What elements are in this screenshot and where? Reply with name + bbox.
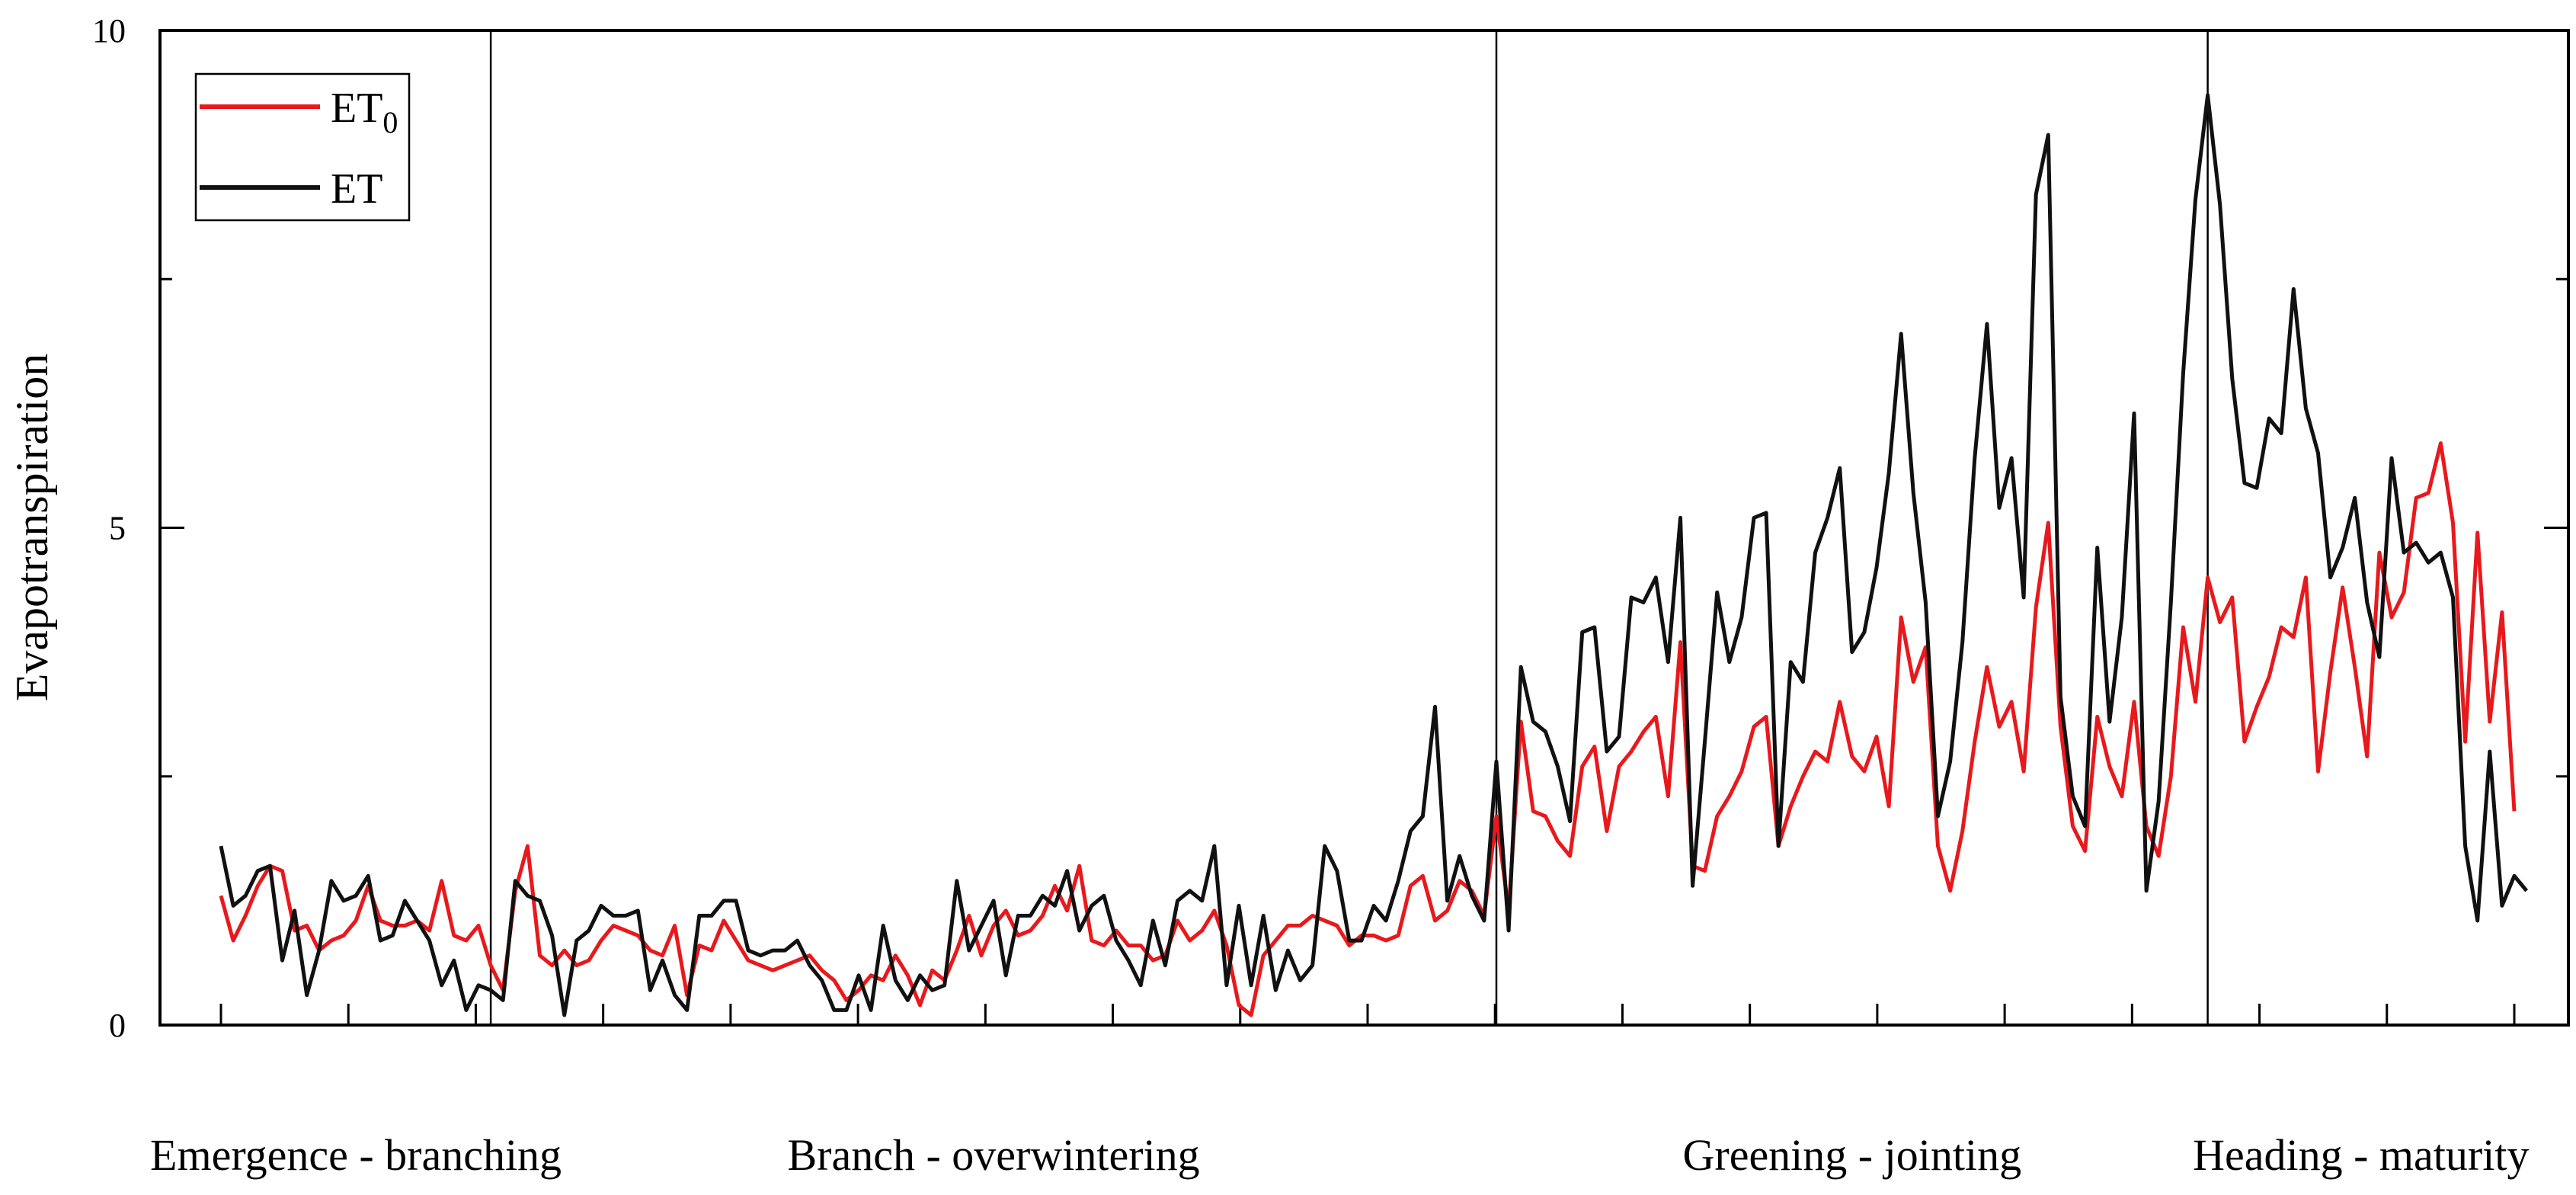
legend-box bbox=[194, 72, 411, 222]
stage-labels: Emergence - branching Branch - overwinter… bbox=[150, 1130, 2529, 1180]
legend-label-et0: ET0 bbox=[331, 85, 398, 139]
stage-label: Emergence - branching bbox=[150, 1130, 562, 1180]
stage-boundaries bbox=[489, 30, 2209, 1025]
y-tick-label: 5 bbox=[109, 510, 126, 547]
stage-label: Greening - jointing bbox=[1683, 1130, 2022, 1180]
legend: ET0 ET bbox=[194, 72, 411, 222]
y-axis-title: Evapotranspiration bbox=[7, 354, 57, 702]
legend-label-et: ET bbox=[331, 165, 382, 213]
stage-label: Branch - overwintering bbox=[787, 1130, 1199, 1180]
y-tick-label: 10 bbox=[92, 12, 126, 50]
stage-label: Heading - maturity bbox=[2193, 1130, 2529, 1180]
series-layer bbox=[219, 93, 2529, 1017]
y-axis-ticks: 0 5 10 bbox=[92, 12, 2568, 1044]
y-tick-label: 0 bbox=[109, 1007, 126, 1044]
series-line-et bbox=[219, 93, 2529, 1017]
series-line-et0 bbox=[219, 441, 2517, 1017]
